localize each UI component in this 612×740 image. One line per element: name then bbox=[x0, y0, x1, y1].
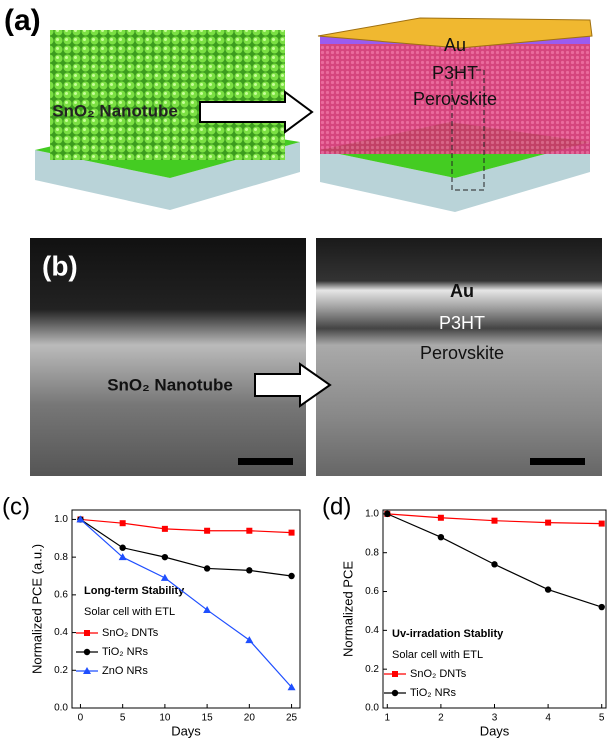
marker bbox=[119, 544, 126, 551]
annotation: Solar cell with ETL bbox=[392, 649, 483, 661]
label: Au bbox=[450, 281, 474, 301]
marker bbox=[246, 527, 253, 534]
label: SnO₂ Nanotube bbox=[52, 101, 178, 120]
marker bbox=[119, 520, 126, 527]
panel-label: (b) bbox=[42, 250, 78, 281]
x-tick-label: 15 bbox=[202, 713, 214, 724]
label: P3HT bbox=[432, 63, 478, 83]
scale-bar bbox=[238, 458, 293, 465]
x-axis-label: Days bbox=[171, 723, 201, 738]
y-tick-label: 0.4 bbox=[54, 627, 68, 638]
plot-frame bbox=[71, 509, 301, 709]
y-tick-label: 0.4 bbox=[365, 625, 379, 636]
sem-image bbox=[30, 238, 306, 476]
scale-bar bbox=[530, 458, 585, 465]
marker bbox=[545, 519, 552, 526]
marker bbox=[245, 636, 254, 644]
panel-b: (b) SnO₂ Nanotube Au P3HT Perovskite bbox=[30, 238, 602, 476]
y-tick-label: 0.0 bbox=[365, 703, 379, 714]
annotation: Long-term Stability bbox=[84, 585, 185, 597]
marker bbox=[84, 630, 90, 636]
x-tick-label: 4 bbox=[545, 713, 551, 724]
marker bbox=[598, 520, 605, 527]
sem-image bbox=[316, 238, 602, 476]
marker bbox=[391, 689, 399, 697]
marker bbox=[288, 529, 295, 536]
legend-label: SnO₂ DNTs bbox=[410, 668, 467, 680]
y-axis-label: Normalized PCE (a.u.) bbox=[29, 544, 44, 674]
label: Perovskite bbox=[420, 343, 504, 363]
annotation: Uv-irradation Stablity bbox=[392, 628, 504, 640]
label: Perovskite bbox=[413, 89, 497, 109]
x-tick-label: 5 bbox=[120, 713, 126, 724]
marker bbox=[437, 533, 445, 541]
series-line bbox=[80, 518, 293, 688]
marker bbox=[437, 514, 444, 521]
x-tick-label: 0 bbox=[78, 713, 84, 724]
legend-label: SnO₂ DNTs bbox=[102, 627, 159, 639]
substrate bbox=[320, 142, 590, 212]
x-axis-label: Days bbox=[480, 723, 510, 738]
marker bbox=[544, 586, 552, 593]
y-tick-label: 1.0 bbox=[365, 509, 379, 520]
marker bbox=[288, 572, 295, 580]
y-tick-label: 0.8 bbox=[54, 552, 68, 563]
x-tick-label: 3 bbox=[492, 713, 498, 724]
label: SnO₂ Nanotube bbox=[107, 375, 233, 394]
marker bbox=[83, 667, 91, 674]
series-line bbox=[80, 518, 292, 534]
y-tick-label: 0.2 bbox=[54, 665, 68, 676]
charts: (c)0.00.20.40.60.81.00 5 10 15 20 25DaysNorma… bbox=[2, 493, 607, 738]
marker bbox=[203, 605, 212, 613]
unit-cell bbox=[451, 69, 485, 191]
x-tick-label: 1 bbox=[385, 713, 391, 724]
x-tick-label: 20 bbox=[244, 713, 256, 724]
marker bbox=[204, 527, 211, 534]
arrow bbox=[254, 362, 332, 408]
y-tick-label: 0.8 bbox=[365, 547, 379, 558]
marker bbox=[118, 553, 127, 561]
marker bbox=[287, 683, 296, 691]
marker bbox=[203, 565, 211, 572]
annotation: Solar cell with ETL bbox=[84, 606, 175, 618]
perovskite-layer bbox=[320, 42, 590, 154]
x-tick-label: 25 bbox=[286, 713, 298, 724]
x-tick-label: 2 bbox=[438, 713, 444, 724]
panel-a: (a) SnO₂ Nanotube Au P3HT Perovskite bbox=[4, 4, 593, 212]
label: P3HT bbox=[439, 313, 485, 333]
substrate bbox=[35, 142, 300, 210]
arrow bbox=[199, 90, 314, 134]
marker bbox=[384, 510, 391, 518]
series-line bbox=[387, 513, 602, 608]
series-line bbox=[80, 518, 292, 577]
y-tick-label: 0.0 bbox=[54, 703, 68, 714]
marker bbox=[161, 553, 169, 561]
au-layer bbox=[317, 17, 593, 49]
marker bbox=[392, 671, 398, 677]
marker bbox=[491, 517, 498, 524]
panel-label: (d) bbox=[322, 493, 351, 520]
y-tick-label: 0.6 bbox=[365, 586, 379, 597]
y-tick-label: 1.0 bbox=[54, 514, 68, 525]
panel-label: (c) bbox=[2, 493, 30, 520]
panel-label: (a) bbox=[4, 4, 41, 37]
x-tick-label: 10 bbox=[159, 713, 171, 724]
legend-label: ZnO NRs bbox=[102, 665, 148, 677]
x-tick-label: 5 bbox=[599, 713, 605, 724]
marker bbox=[160, 573, 169, 581]
marker bbox=[161, 525, 168, 532]
nanotube-array bbox=[50, 30, 285, 160]
marker bbox=[246, 567, 253, 574]
y-tick-label: 0.6 bbox=[54, 589, 68, 600]
y-tick-label: 0.2 bbox=[365, 664, 379, 675]
marker bbox=[76, 515, 85, 523]
legend-label: TiO₂ NRs bbox=[102, 646, 149, 658]
y-axis-label: Normalized PCE bbox=[340, 561, 355, 657]
label: Au bbox=[444, 35, 466, 55]
marker bbox=[83, 648, 91, 656]
marker bbox=[491, 561, 498, 568]
marker bbox=[598, 603, 605, 611]
legend-label: TiO₂ NRs bbox=[410, 687, 457, 699]
